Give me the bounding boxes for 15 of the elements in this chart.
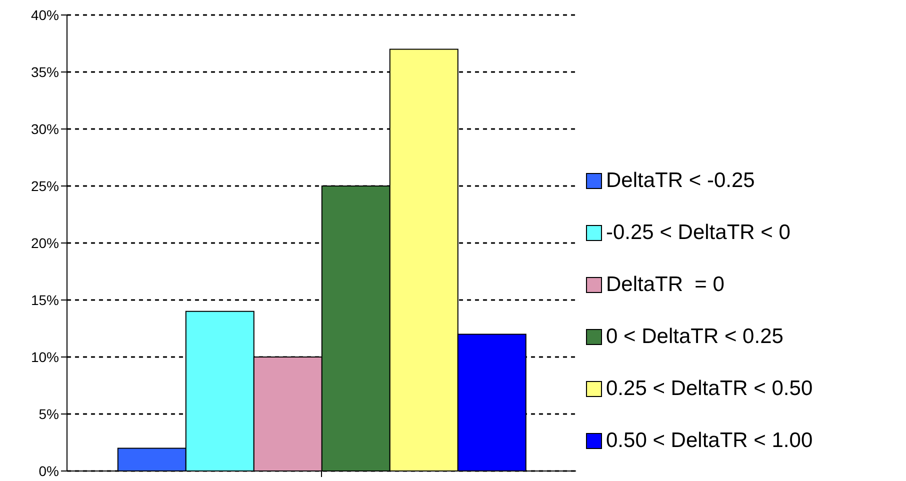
y-tick-label: 10% [30, 348, 59, 365]
y-tick-label: 20% [30, 234, 59, 251]
legend-label: 0.25 < DeltaTR < 0.50 [606, 377, 813, 401]
legend-label: DeltaTR < -0.25 [606, 169, 755, 193]
legend-label: -0.25 < DeltaTR < 0 [606, 221, 790, 245]
legend-label: DeltaTR = 0 [606, 273, 724, 297]
y-tick-label: 35% [30, 64, 59, 80]
y-tick-label: 30% [30, 120, 59, 137]
y-tick-label: 0% [38, 462, 59, 479]
y-tick-label: 5% [38, 406, 59, 422]
y-tick-label: 25% [30, 178, 59, 194]
y-tick-label: 40% [30, 6, 59, 23]
y-tick-label: 15% [30, 292, 59, 308]
legend-label: 0 < DeltaTR < 0.25 [606, 325, 784, 349]
legend-label: 0.50 < DeltaTR < 1.00 [606, 429, 813, 453]
